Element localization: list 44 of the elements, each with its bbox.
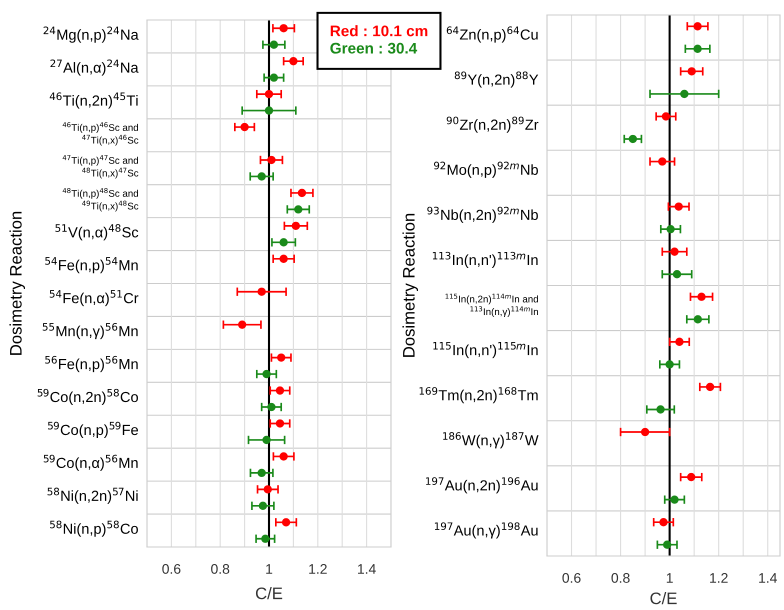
x-tick-label: 0.6: [162, 564, 180, 574]
y-tick-label: $^{55}$Mn(n,γ)$^{56}$Mn: [42, 322, 138, 340]
y-tick-label: $^{27}$Al(n,α)$^{24}$Na: [50, 59, 139, 76]
y-tick-label: $^{54}$Fe(n,p)$^{54}$Mn: [45, 257, 138, 274]
y-tick-label: $^{90}$Zr(n,2n)$^{89}$Zr: [446, 116, 538, 133]
y-tick-label: $^{46}$Ti(n,2n)$^{45}$Ti: [50, 92, 138, 109]
y-tick-label: $^{89}$Y(n,2n)$^{88}$Y: [454, 71, 538, 88]
text: Green : 30.4: [330, 42, 418, 54]
category-label: $^{48}$Ti(n,p)$^{48}$Sc and $^{49}$Ti(n,x)$^{48}$Sc: [62, 188, 138, 212]
y-tick-label: $^{54}$Fe(n,α)$^{51}$Cr: [50, 290, 138, 306]
x-tick-label: 1.4: [358, 564, 376, 574]
y-tick-label: $^{58}$Ni(n,2n)$^{57}$Ni: [48, 488, 138, 504]
category-label: $^{47}$Ti(n,p)$^{47}$Sc and $^{48}$Ti(n,x)$^{47}$Sc: [62, 155, 138, 178]
y-tick-label: $^{197}$Au(n,γ)$^{198}$Au: [434, 522, 538, 538]
y-tick-label: $^{59}$Co(n,p)$^{59}$Fe: [48, 422, 138, 438]
x-tick-label: 0.8: [611, 573, 630, 583]
category-label: $^{46}$Ti(n,p)$^{46}$Sc and $^{47}$Ti(n,x)$^{46}$Sc: [62, 122, 138, 146]
y-tick-label: $^{92}$Mo(n,p)$^{92m}$Nb: [434, 162, 538, 178]
y-tick-label: $^{197}$Au(n,2n)$^{196}$Au: [426, 477, 538, 494]
x-tick-label: 1: [666, 573, 673, 583]
x-tick-label: 1.2: [309, 564, 327, 574]
y-tick-label: $^{51}$V(n,α)$^{48}$Sc: [55, 224, 138, 240]
category-label: $^{115}$In(n,2n)$^{114m}$In and $^{113}$In(n,γ)$^{114m}$In: [446, 294, 538, 318]
y-tick-label: $^{113}$In(n,n')$^{113m}$In: [432, 252, 538, 268]
y-tick-label: $^{56}$Fe(n,p)$^{56}$Mn: [45, 356, 138, 372]
x-axis-title: C/E: [256, 587, 282, 600]
text: Red : 10.1 cm: [330, 25, 428, 36]
y-tick-label: $^{64}$Zn(n,p)$^{64}$Cu: [446, 26, 538, 43]
x-tick-label: 0.6: [562, 573, 581, 583]
x-tick-label: 1.2: [710, 573, 728, 583]
x-tick-label: 0.8: [211, 564, 230, 574]
x-tick-label: 1: [266, 564, 272, 574]
y-axis-title: Dosimetry Reaction: [9, 212, 25, 355]
y-tick-label: $^{186}$W(n,γ)$^{187}$W: [443, 432, 539, 448]
y-tick-label: $^{58}$Ni(n,p)$^{58}$Co: [50, 520, 138, 537]
y-axis-title: Dosimetry Reaction: [402, 214, 418, 357]
y-tick-label: $^{169}$Tm(n,2n)$^{168}$Tm: [420, 387, 538, 404]
y-tick-label: $^{59}$Co(n,2n)$^{58}$Co: [38, 388, 138, 406]
y-tick-label: $^{24}$Mg(n,p)$^{24}$Na: [44, 26, 139, 43]
y-tick-label: $^{115}$In(n,n')$^{115m}$In: [433, 342, 538, 358]
x-tick-label: 1.4: [759, 573, 777, 583]
x-axis-title: C/E: [650, 592, 677, 604]
y-tick-label: $^{93}$Nb(n,2n)$^{92m}$Nb: [427, 206, 538, 223]
y-tick-label: $^{59}$Co(n,α)$^{56}$Mn: [44, 454, 138, 471]
